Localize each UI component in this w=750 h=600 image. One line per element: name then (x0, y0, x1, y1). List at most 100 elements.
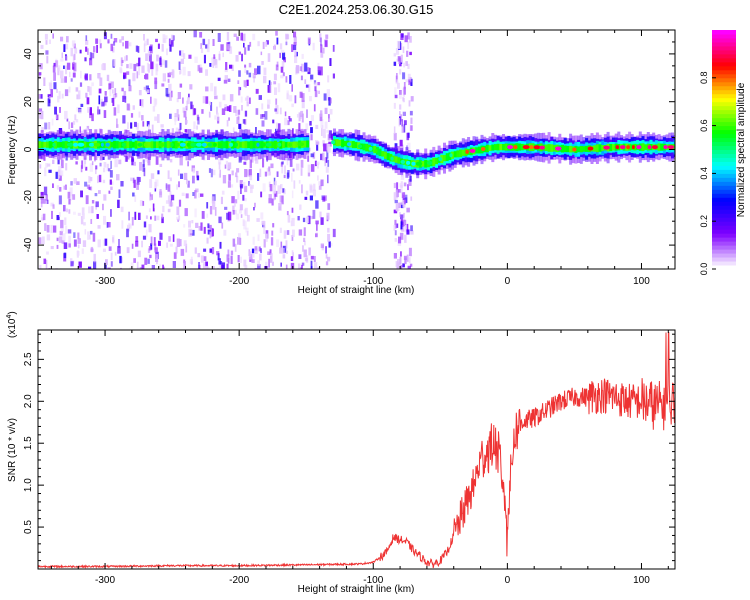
noise-cell (156, 257, 158, 265)
noise-cell (248, 62, 252, 68)
noise-cell (300, 159, 304, 168)
noise-cell (88, 206, 91, 214)
noise-cell (109, 89, 112, 97)
noise-cell (141, 240, 143, 248)
noise-cell (89, 186, 93, 191)
colorbar-step (712, 49, 736, 55)
noise-cell (70, 122, 74, 128)
noise-cell (309, 96, 312, 102)
noise-cell (293, 31, 297, 38)
noise-cell (217, 253, 220, 261)
noise-cell (91, 200, 95, 204)
snr-x-tick-label: 100 (633, 575, 650, 586)
noise-cell (139, 267, 142, 269)
noise-cell (99, 162, 102, 167)
noise-cell (63, 242, 68, 249)
noise-cell (304, 258, 308, 262)
noise-cell (223, 79, 228, 84)
noise-cell (246, 231, 249, 236)
noise-cell (224, 206, 228, 210)
noise-cell (149, 196, 152, 202)
noise-cell (112, 97, 115, 106)
noise-cell (218, 162, 221, 170)
noise-cell (255, 127, 257, 134)
noise-cell (98, 39, 102, 44)
noise-cell (279, 195, 283, 203)
noise-cell (55, 60, 59, 68)
noise-cell (403, 120, 407, 126)
noise-cell (78, 108, 82, 114)
noise-cell (309, 195, 313, 201)
noise-cell (237, 109, 241, 115)
noise-cell (310, 255, 314, 260)
ridge-cell (547, 144, 551, 152)
noise-cell (83, 222, 86, 226)
ridge-hotspot (66, 142, 74, 147)
noise-cell (304, 62, 308, 72)
ridge-cell (126, 141, 130, 148)
noise-cell (288, 95, 293, 102)
snr-multiplier-exponent: 4 (6, 315, 13, 319)
noise-cell (118, 239, 120, 248)
noise-cell (82, 213, 85, 220)
noise-cell (284, 117, 288, 126)
noise-cell (289, 118, 292, 122)
colorbar-step (712, 89, 736, 95)
noise-cell (201, 109, 204, 114)
noise-cell (175, 127, 179, 134)
noise-cell (291, 44, 294, 52)
noise-cell (407, 63, 410, 69)
noise-cell (199, 32, 203, 38)
noise-cell (285, 250, 288, 254)
ridge-hotspot (201, 142, 207, 147)
noise-cell (294, 51, 297, 58)
noise-cell (103, 162, 107, 168)
noise-cell (109, 170, 113, 178)
noise-cell (154, 188, 157, 192)
noise-cell (233, 199, 238, 204)
noise-cell (250, 184, 254, 189)
noise-cell (241, 105, 243, 111)
noise-cell (279, 107, 282, 115)
snr-y-tick-label: 0.5 (23, 520, 34, 534)
noise-cell (157, 114, 160, 123)
noise-cell (406, 223, 409, 232)
noise-cell (85, 40, 89, 45)
noise-cell (138, 90, 142, 96)
noise-cell (226, 120, 229, 127)
ridge-cell (164, 141, 168, 148)
noise-cell (273, 44, 276, 50)
noise-cell (285, 76, 288, 83)
noise-cell (202, 96, 206, 104)
colorbar-step (712, 85, 736, 91)
colorbar-step (712, 129, 736, 135)
noise-cell (143, 167, 146, 177)
noise-cell (125, 40, 129, 49)
noise-cell (301, 264, 303, 269)
noise-cell (299, 91, 303, 98)
noise-cell (148, 124, 150, 130)
ridge-cell (338, 140, 342, 146)
noise-cell (271, 230, 274, 236)
noise-cell (65, 154, 68, 161)
noise-cell (98, 190, 101, 194)
noise-cell (408, 247, 412, 257)
noise-cell (242, 219, 245, 226)
snr-panel: -300 -200 -100 0 100 0.5 1.0 1.5 2.0 2.5 Height … (6, 311, 676, 595)
noise-cell (260, 114, 264, 119)
noise-cell (262, 183, 266, 192)
noise-cell (326, 149, 329, 159)
noise-cell (194, 208, 197, 218)
noise-cell (254, 202, 256, 208)
noise-cell (64, 110, 68, 120)
noise-cell (307, 37, 311, 44)
noise-cell (74, 47, 78, 54)
noise-cell (121, 87, 124, 92)
noise-cell (147, 49, 151, 56)
noise-cell (148, 64, 150, 73)
noise-cell (409, 124, 412, 131)
noise-cell (171, 128, 174, 136)
noise-cell (189, 259, 193, 264)
noise-cell (89, 52, 92, 61)
noise-cell (307, 164, 311, 173)
